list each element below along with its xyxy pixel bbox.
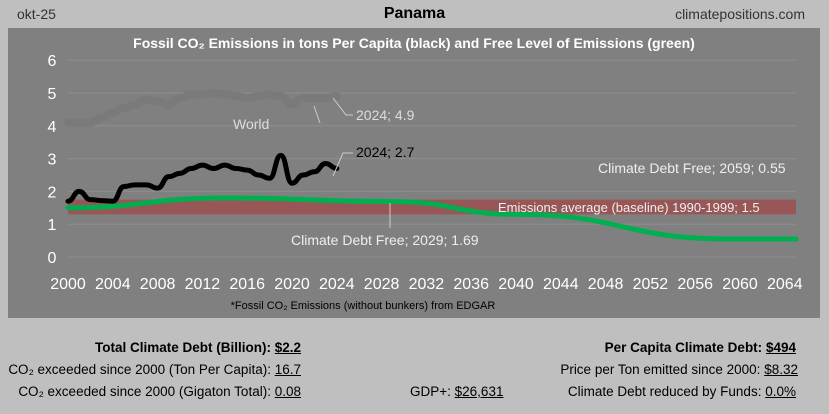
x-tick-label: 2036 (453, 276, 489, 293)
y-tick-label: 5 (48, 86, 57, 103)
x-tick-label: 2016 (229, 276, 265, 293)
panama-2024-leader-line (332, 152, 353, 177)
x-tick-label: 2028 (364, 276, 400, 293)
exceeded-gigaton: CO₂ exceeded since 2000 (Gigaton Total):… (18, 384, 301, 399)
funds-value: 0.0% (765, 384, 796, 399)
exceeded-pc-value: 16.7 (274, 362, 301, 377)
emissions-chart: Fossil CO₂ Emissions in tons Per Capita … (48, 35, 803, 312)
x-tick-label: 2004 (95, 276, 131, 293)
x-tick-label: 2020 (274, 276, 310, 293)
exceeded-pc-label: CO₂ exceeded since 2000 (Ton Per Capita)… (8, 362, 271, 377)
world-label: World (233, 116, 269, 132)
chart-footnote: *Fossil CO₂ Emissions (without bunkers) … (231, 300, 496, 312)
gdp-value: $26,631 (454, 384, 504, 399)
y-tick-label: 0 (48, 250, 57, 267)
per-capita-debt: Per Capita Climate Debt: $494 (605, 340, 796, 355)
exceeded-per-capita: CO₂ exceeded since 2000 (Ton Per Capita)… (8, 362, 301, 377)
baseline-band (68, 199, 796, 215)
y-tick-label: 3 (48, 152, 57, 169)
x-tick-label: 2052 (633, 276, 669, 293)
world-series-line (64, 89, 341, 127)
price-value: $8.32 (764, 362, 798, 377)
per-capita-debt-value: $494 (765, 340, 796, 355)
y-tick-label: 4 (48, 119, 57, 136)
x-tick-label: 2060 (722, 276, 758, 293)
date-label: okt-25 (17, 6, 56, 22)
x-tick-label: 2012 (185, 276, 221, 293)
x-tick-label: 2056 (677, 276, 713, 293)
price-per-ton: Price per Ton emitted since 2000: $8.32 (560, 362, 798, 377)
gdp: GDP+: $26,631 (410, 384, 503, 399)
chart-area: Fossil CO₂ Emissions in tons Per Capita … (8, 28, 820, 318)
panama-2024-label: 2024; 2.7 (356, 144, 415, 160)
world-2024-label: 2024; 4.9 (356, 107, 415, 123)
total-debt-value: $2.2 (274, 340, 301, 355)
page-title: Panama (383, 5, 446, 22)
y-tick-label: 2 (48, 184, 57, 201)
funds-label: Climate Debt reduced by Funds: (567, 384, 762, 399)
site-label: climatepositions.com (675, 6, 805, 22)
x-tick-label: 2024 (319, 276, 355, 293)
x-tick-label: 2000 (50, 276, 86, 293)
gdp-label: GDP+: (410, 384, 451, 399)
y-tick-label: 6 (48, 53, 57, 70)
x-tick-label: 2008 (140, 276, 176, 293)
per-capita-debt-label: Per Capita Climate Debt: (604, 340, 763, 355)
exceeded-gt-label: CO₂ exceeded since 2000 (Gigaton Total): (18, 384, 271, 399)
exceeded-gt-value: 0.08 (274, 384, 301, 399)
debt-free-2059-label: Climate Debt Free; 2059; 0.55 (598, 160, 786, 176)
x-tick-label: 2040 (498, 276, 534, 293)
x-tick-label: 2048 (588, 276, 624, 293)
y-tick-label: 1 (48, 217, 57, 234)
world-leader-line (313, 105, 321, 124)
funds-reduction: Climate Debt reduced by Funds: 0.0% (568, 384, 796, 399)
chart-title: Fossil CO₂ Emissions in tons Per Capita … (133, 35, 695, 51)
panama-series-line (65, 152, 340, 204)
baseline-label: Emissions average (baseline) 1990-1999; … (498, 200, 760, 215)
world-2024-leader-line (332, 97, 353, 116)
debt-free-2029-label: Climate Debt Free; 2029; 1.69 (291, 232, 479, 248)
free-level-series-line (65, 195, 799, 242)
x-tick-label: 2044 (543, 276, 579, 293)
total-debt-label: Total Climate Debt (Billion): (94, 340, 271, 355)
price-label: Price per Ton emitted since 2000: (560, 362, 761, 377)
x-tick-label: 2032 (409, 276, 445, 293)
x-tick-label: 2064 (767, 276, 803, 293)
total-debt: Total Climate Debt (Billion): $2.2 (95, 340, 301, 355)
